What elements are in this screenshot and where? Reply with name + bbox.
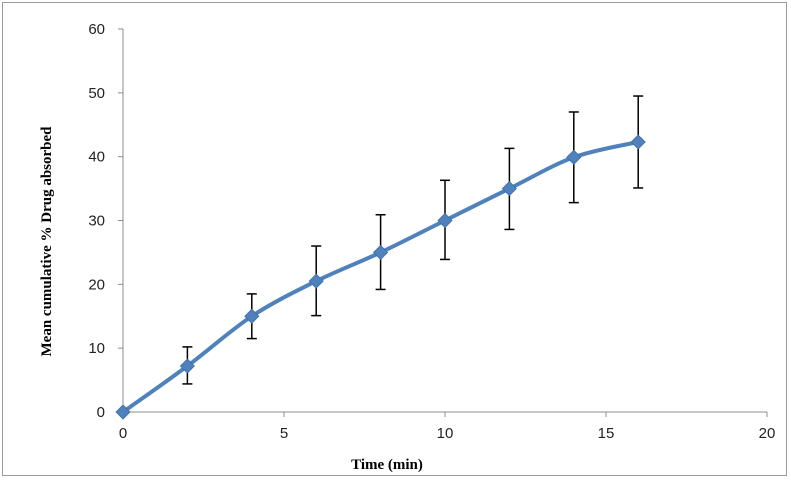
data-point-marker	[373, 244, 389, 260]
data-point-marker	[566, 149, 582, 165]
data-point-marker	[437, 212, 453, 229]
x-axis-title: Time (min)	[351, 457, 423, 473]
y-tick-label: 10	[88, 340, 105, 357]
data-markers	[115, 134, 646, 420]
y-axis-title: Mean cumulative % Drug absorbed	[39, 126, 55, 357]
y-tick-label: 30	[88, 213, 105, 230]
x-tick-label: 20	[759, 425, 776, 442]
x-tick-label: 5	[280, 425, 288, 442]
ticks: 0 10 20 30 40 50 60 0 5 10 15 20	[88, 21, 775, 442]
y-tick-label: 40	[88, 149, 105, 166]
data-point-marker	[179, 358, 195, 374]
error-bars	[182, 95, 644, 385]
data-point-marker	[308, 273, 324, 289]
data-point-marker	[501, 181, 517, 197]
x-tick-label: 10	[437, 425, 454, 442]
data-point-marker	[244, 308, 260, 324]
data-point-marker	[630, 134, 646, 150]
x-tick-label: 15	[598, 425, 615, 442]
x-tick-label: 0	[119, 425, 127, 442]
data-point-marker	[115, 404, 131, 420]
chart-svg: 0 10 20 30 40 50 60 0 5 10 15 20 Time (min) Mean cu…	[39, 21, 775, 473]
y-tick-label: 60	[88, 21, 105, 38]
y-tick-label: 20	[88, 276, 105, 293]
y-tick-label: 0	[97, 404, 105, 421]
y-tick-label: 50	[88, 85, 105, 102]
